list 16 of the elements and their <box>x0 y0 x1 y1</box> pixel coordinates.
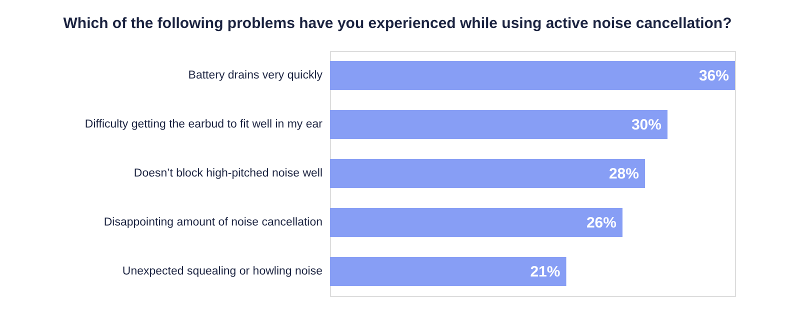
bar <box>330 159 645 188</box>
data-label: 36% <box>698 68 729 84</box>
y-tick-label: Difficulty getting the earbud to fit well in my ear <box>84 118 323 130</box>
chart-title: Which of the following problems have you experienced while using active noise cancellation? <box>63 15 732 32</box>
bar <box>330 257 566 286</box>
y-tick-label: Battery drains very quickly <box>188 70 323 82</box>
y-tick-label: Unexpected squealing or howling noise <box>122 266 322 278</box>
bar <box>330 110 668 139</box>
bar <box>330 208 622 237</box>
y-tick-label: Doesn’t block high-pitched noise well <box>134 168 322 180</box>
data-label: 26% <box>586 214 616 232</box>
data-label: 30% <box>631 116 662 134</box>
data-label: 28% <box>608 166 639 182</box>
y-tick-label: Disappointing amount of noise cancellation <box>104 216 322 228</box>
data-label: 21% <box>530 264 560 280</box>
bar <box>330 61 735 90</box>
